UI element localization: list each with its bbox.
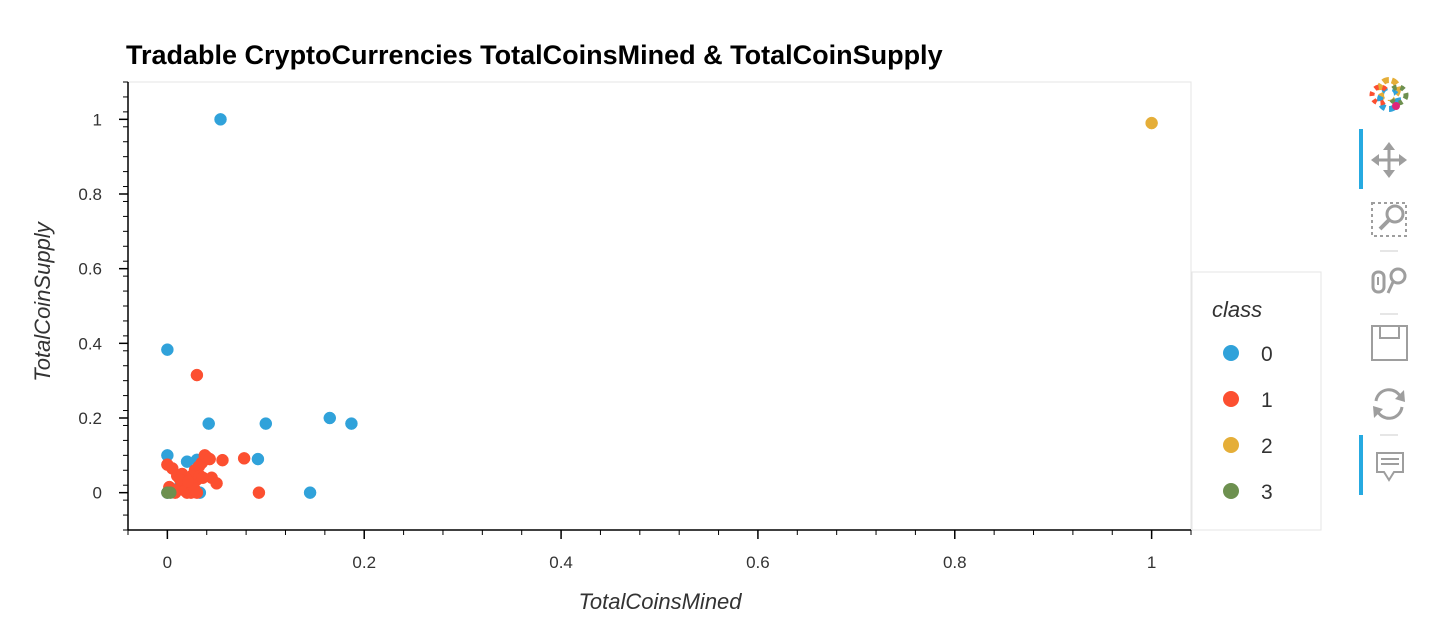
legend-marker-class-0 <box>1223 345 1239 361</box>
scatter-point-class-1[interactable] <box>252 486 266 499</box>
box-zoom-tool-icon[interactable] <box>1371 202 1407 237</box>
reset-tool-icon[interactable] <box>1372 386 1406 420</box>
legend-marker-class-2 <box>1223 437 1239 453</box>
scatter-point-class-2[interactable] <box>1145 116 1158 130</box>
legend-label-class-0[interactable]: 0 <box>1261 343 1273 366</box>
data-points <box>161 113 1158 499</box>
legend-label-class-1[interactable]: 1 <box>1261 389 1273 412</box>
legend-label-class-3[interactable]: 3 <box>1261 481 1273 504</box>
scatter-point-class-1[interactable] <box>190 486 204 499</box>
x-tick-label: 0.4 <box>549 553 573 572</box>
pan-tool-active-indicator <box>1359 129 1363 189</box>
plot-area[interactable] <box>127 81 1192 531</box>
scatter-point-class-1[interactable] <box>216 453 229 467</box>
legend-marker-class-1 <box>1223 391 1239 407</box>
y-tick-label: 0 <box>93 484 102 503</box>
y-axis-label: TotalCoinSupply <box>30 220 55 381</box>
legend-box <box>1191 271 1322 531</box>
legend: class 0 1 2 3 <box>1191 271 1322 531</box>
scatter-point-class-1[interactable] <box>210 477 223 490</box>
chart-title: Tradable CryptoCurrencies TotalCoinsMine… <box>126 40 943 70</box>
scatter-point-class-1[interactable] <box>203 452 216 466</box>
x-tick-label: 0.6 <box>746 553 770 572</box>
scatter-point-class-1[interactable] <box>196 471 210 484</box>
toolbar <box>1359 77 1409 495</box>
scatter-point-class-0[interactable] <box>303 486 317 499</box>
scatter-point-class-0[interactable] <box>202 417 215 430</box>
scatter-point-class-1[interactable] <box>190 368 204 382</box>
x-axis: 0 0.2 0.4 0.6 0.8 1 <box>127 529 1192 572</box>
x-tick-label: 0 <box>163 553 172 572</box>
scatter-point-class-1[interactable] <box>237 452 251 465</box>
x-tick-label: 1 <box>1147 553 1156 572</box>
legend-label-class-2[interactable]: 2 <box>1261 435 1273 458</box>
bokeh-logo-icon <box>1369 77 1409 112</box>
x-axis-label: TotalCoinsMined <box>578 589 742 614</box>
y-tick-label: 0.2 <box>78 409 102 428</box>
scatter-point-class-0[interactable] <box>214 113 227 126</box>
hover-tool-active-indicator <box>1359 435 1363 495</box>
y-tick-label: 1 <box>93 110 102 129</box>
hover-tool-icon[interactable] <box>1372 450 1406 484</box>
scatter-point-class-0[interactable] <box>323 411 337 425</box>
x-tick-label: 0.2 <box>352 553 376 572</box>
y-tick-label: 0.8 <box>78 185 102 204</box>
save-tool-icon[interactable] <box>1371 325 1408 361</box>
y-tick-label: 0.6 <box>78 260 102 279</box>
x-tick-label: 0.8 <box>943 553 967 572</box>
pan-tool-icon[interactable] <box>1371 142 1407 178</box>
wheel-zoom-tool-icon[interactable] <box>1371 266 1407 298</box>
y-tick-label: 0.4 <box>78 334 102 353</box>
scatter-point-class-0[interactable] <box>161 343 174 356</box>
scatter-point-class-0[interactable] <box>251 452 265 466</box>
scatter-point-class-3[interactable] <box>164 486 177 499</box>
scatter-point-class-0[interactable] <box>259 417 273 430</box>
legend-marker-class-3 <box>1223 483 1239 499</box>
scatter-point-class-1[interactable] <box>181 475 195 488</box>
y-axis: 0 0.2 0.4 0.6 0.8 1 <box>78 81 129 531</box>
scatter-point-class-0[interactable] <box>345 417 358 430</box>
legend-title: class <box>1212 297 1262 322</box>
